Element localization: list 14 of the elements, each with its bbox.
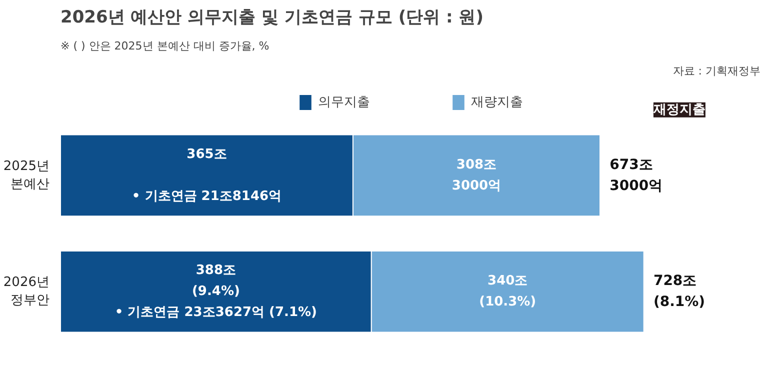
y-tick-label: 2026년 정부안 <box>3 275 50 308</box>
text: 재정지출 <box>652 102 706 118</box>
text: 자료 : 기획재정부 <box>672 64 761 78</box>
legend-label: 재량지출 <box>471 94 523 111</box>
total-label: 673조 3000억 <box>610 157 663 194</box>
data-label: 308조 3000억 <box>452 157 502 194</box>
chart-title: 2026년 예산안 의무지출 및 기초연금 규모 (단위 : 원) <box>60 8 484 28</box>
data-label: 388조 (9.4%) • 기초연금 23조3627억 (7.1%) <box>114 263 318 320</box>
data-label: 340조 (10.3%) <box>479 274 536 310</box>
text: 365조 • 기초연금 21조8146억 <box>132 146 282 204</box>
y-tick-label: 2025년 본예산 <box>3 158 50 192</box>
chart-subtitle: ※ ( ) 안은 2025년 본예산 대비 증가율, % <box>60 40 270 52</box>
total-label: 728조 (8.1%) <box>653 273 706 310</box>
legend-label: 의무지출 <box>318 94 370 111</box>
